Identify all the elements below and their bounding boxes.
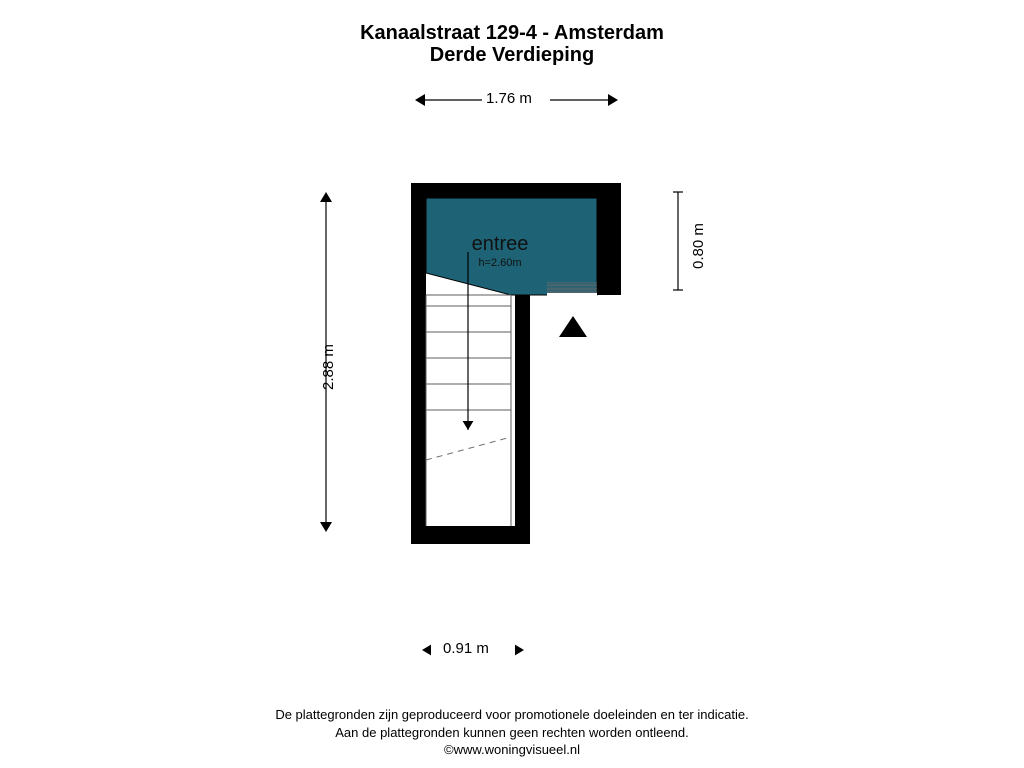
footer-line-1: De plattegronden zijn geproduceerd voor … — [0, 706, 1024, 724]
dimension-top-label: 1.76 m — [486, 90, 532, 107]
dimension-left-label: 2.88 m — [320, 344, 337, 390]
svg-text:h=2.60m: h=2.60m — [478, 257, 521, 269]
footer-line-2: Aan de plattegronden kunnen geen rechten… — [0, 724, 1024, 742]
dimension-bottom-label: 0.91 m — [443, 640, 489, 657]
dimension-right-label: 0.80 m — [690, 223, 707, 269]
footer: De plattegronden zijn geproduceerd voor … — [0, 706, 1024, 759]
floorplan-svg: entree h=2.60m — [0, 0, 1024, 768]
svg-text:entree: entree — [472, 233, 529, 255]
footer-line-3: ©www.woningvisueel.nl — [0, 741, 1024, 759]
floorplan-canvas: Kanaalstraat 129-4 - Amsterdam Derde Ver… — [0, 0, 1024, 768]
